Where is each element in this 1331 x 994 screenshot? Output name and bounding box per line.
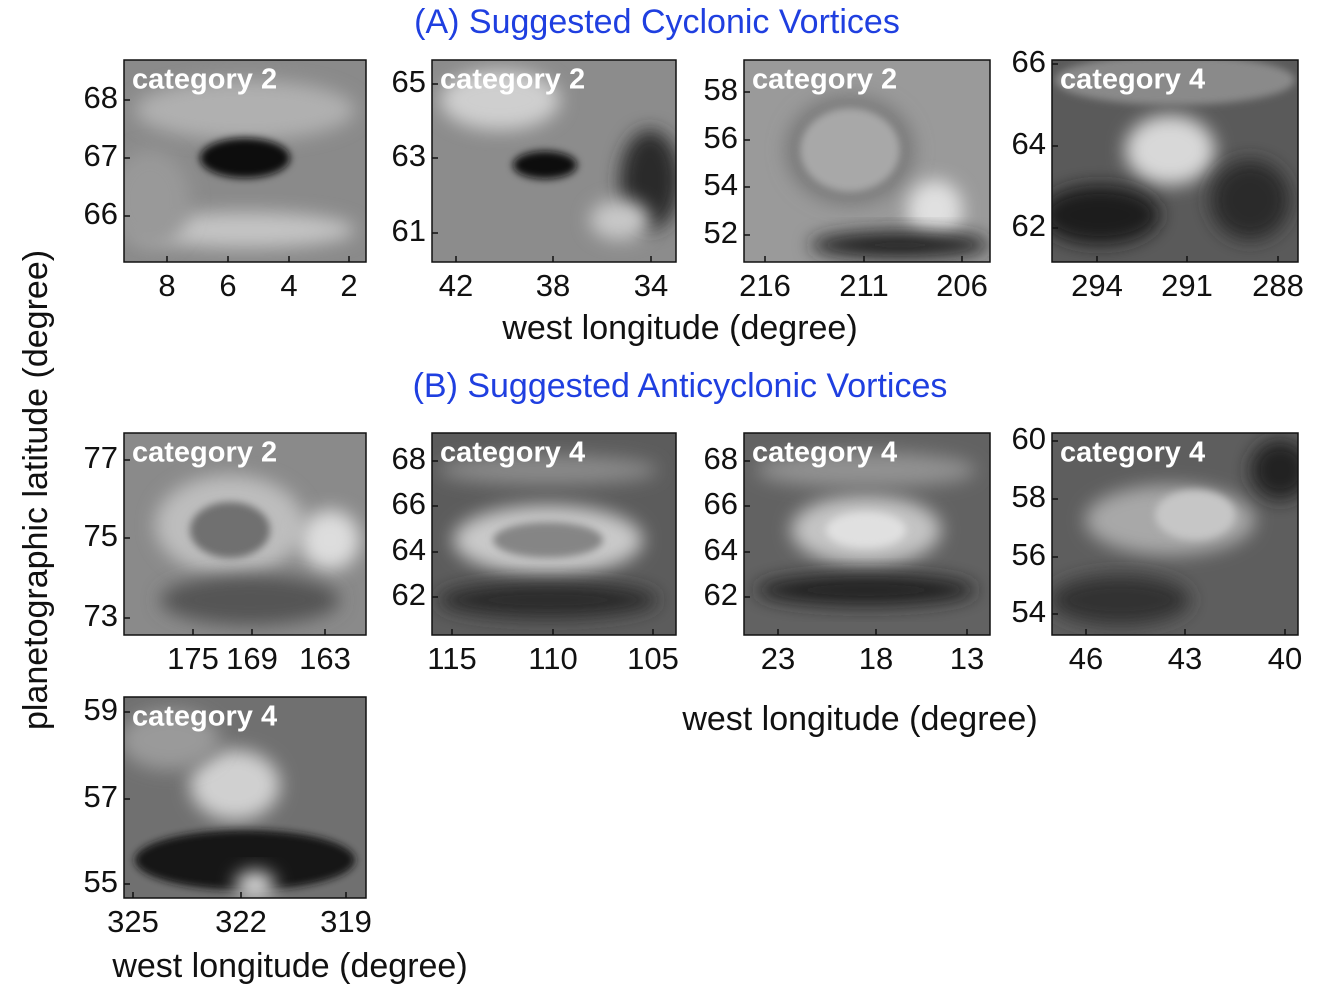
- y-tick-label: 62: [704, 577, 738, 612]
- x-tick-label: 211: [839, 268, 888, 303]
- panel-category: category 2: [132, 437, 277, 469]
- panel-category: category 2: [440, 64, 585, 96]
- x-tick-label: 115: [427, 641, 476, 676]
- x-tick-label: 105: [627, 641, 679, 676]
- y-tick-label: 56: [1012, 537, 1046, 572]
- panel-category: category 4: [1060, 437, 1205, 469]
- x-tick-label: 6: [219, 268, 236, 303]
- x-tick-label: 175: [167, 641, 219, 676]
- panel: category 4 115 110 105 68 66 64 62: [392, 433, 679, 676]
- x-tick-label: 18: [859, 641, 893, 676]
- panel: category 2 42 38 34 65 63 61: [392, 60, 680, 303]
- y-tick-label: 57: [84, 779, 118, 814]
- x-tick-label: 2: [340, 268, 357, 303]
- panel: category 4 46 43 40 60 58 56 54: [1012, 421, 1310, 676]
- y-tick-label: 64: [392, 532, 426, 567]
- x-axis-label: west longitude (degree): [681, 700, 1037, 738]
- y-tick-label: 68: [84, 80, 118, 115]
- y-tick-label: 64: [1012, 126, 1046, 161]
- x-tick-label: 169: [226, 641, 278, 676]
- x-tick-label: 43: [1168, 641, 1202, 676]
- x-tick-label: 288: [1252, 268, 1304, 303]
- y-tick-label: 65: [392, 64, 426, 99]
- y-tick-label: 63: [392, 138, 426, 173]
- x-tick-label: 46: [1069, 641, 1103, 676]
- y-tick-label: 55: [84, 864, 118, 899]
- y-tick-label: 58: [1012, 479, 1046, 514]
- y-tick-label: 73: [84, 598, 118, 633]
- panel: category 4 325 322 319 59 57 55: [84, 692, 372, 939]
- y-tick-label: 59: [84, 692, 118, 727]
- panel-category: category 2: [132, 64, 277, 96]
- panel-category: category 4: [1060, 64, 1205, 96]
- x-tick-label: 325: [107, 904, 159, 939]
- y-axis-label: planetographic latitude (degree): [17, 250, 55, 730]
- x-tick-label: 322: [215, 904, 267, 939]
- x-tick-label: 294: [1071, 268, 1123, 303]
- y-tick-label: 77: [84, 440, 118, 475]
- y-tick-label: 58: [704, 72, 738, 107]
- panel-category: category 4: [752, 437, 897, 469]
- y-tick-label: 54: [1012, 594, 1046, 629]
- x-tick-label: 40: [1268, 641, 1302, 676]
- panel: category 4 294 291 288 66 64 62: [1012, 44, 1304, 303]
- x-tick-label: 110: [528, 641, 577, 676]
- x-tick-label: 291: [1161, 268, 1213, 303]
- y-tick-label: 61: [392, 213, 426, 248]
- x-axis-label: west longitude (degree): [501, 309, 857, 347]
- y-tick-label: 64: [704, 532, 738, 567]
- y-tick-label: 66: [704, 486, 738, 521]
- x-tick-label: 34: [634, 268, 668, 303]
- x-tick-label: 38: [536, 268, 570, 303]
- y-tick-label: 62: [1012, 208, 1046, 243]
- x-tick-label: 13: [950, 641, 984, 676]
- panel-category: category 4: [132, 701, 277, 733]
- figure: (A) Suggested Cyclonic Vortices (B) Sugg…: [0, 0, 1331, 994]
- y-tick-label: 66: [1012, 44, 1046, 79]
- title-a: (A) Suggested Cyclonic Vortices: [414, 3, 900, 41]
- y-tick-label: 56: [704, 120, 738, 155]
- x-tick-label: 42: [439, 268, 473, 303]
- y-tick-label: 66: [392, 486, 426, 521]
- y-tick-label: 75: [84, 518, 118, 553]
- x-tick-label: 319: [320, 904, 372, 939]
- y-tick-label: 68: [704, 441, 738, 476]
- y-tick-label: 60: [1012, 421, 1046, 456]
- x-tick-label: 216: [739, 268, 791, 303]
- panel: category 2 8 6 4 2 68 67 66: [84, 60, 366, 303]
- y-tick-label: 66: [84, 196, 118, 231]
- panel: category 4 23 18 13 68 66 64 62: [704, 433, 990, 676]
- panel: category 2 216 211 206 58 56 54 52: [704, 60, 990, 303]
- x-axis-label: west longitude (degree): [111, 947, 467, 985]
- x-tick-label: 4: [280, 268, 297, 303]
- x-tick-label: 163: [299, 641, 351, 676]
- y-tick-label: 67: [84, 138, 118, 173]
- x-tick-label: 23: [761, 641, 795, 676]
- title-b: (B) Suggested Anticyclonic Vortices: [413, 367, 948, 405]
- panel-category: category 2: [752, 64, 897, 96]
- y-tick-label: 62: [392, 577, 426, 612]
- x-tick-label: 8: [158, 268, 175, 303]
- y-tick-label: 68: [392, 441, 426, 476]
- y-tick-label: 54: [704, 167, 738, 202]
- panel-category: category 4: [440, 437, 585, 469]
- y-tick-label: 52: [704, 215, 738, 250]
- x-tick-label: 206: [936, 268, 988, 303]
